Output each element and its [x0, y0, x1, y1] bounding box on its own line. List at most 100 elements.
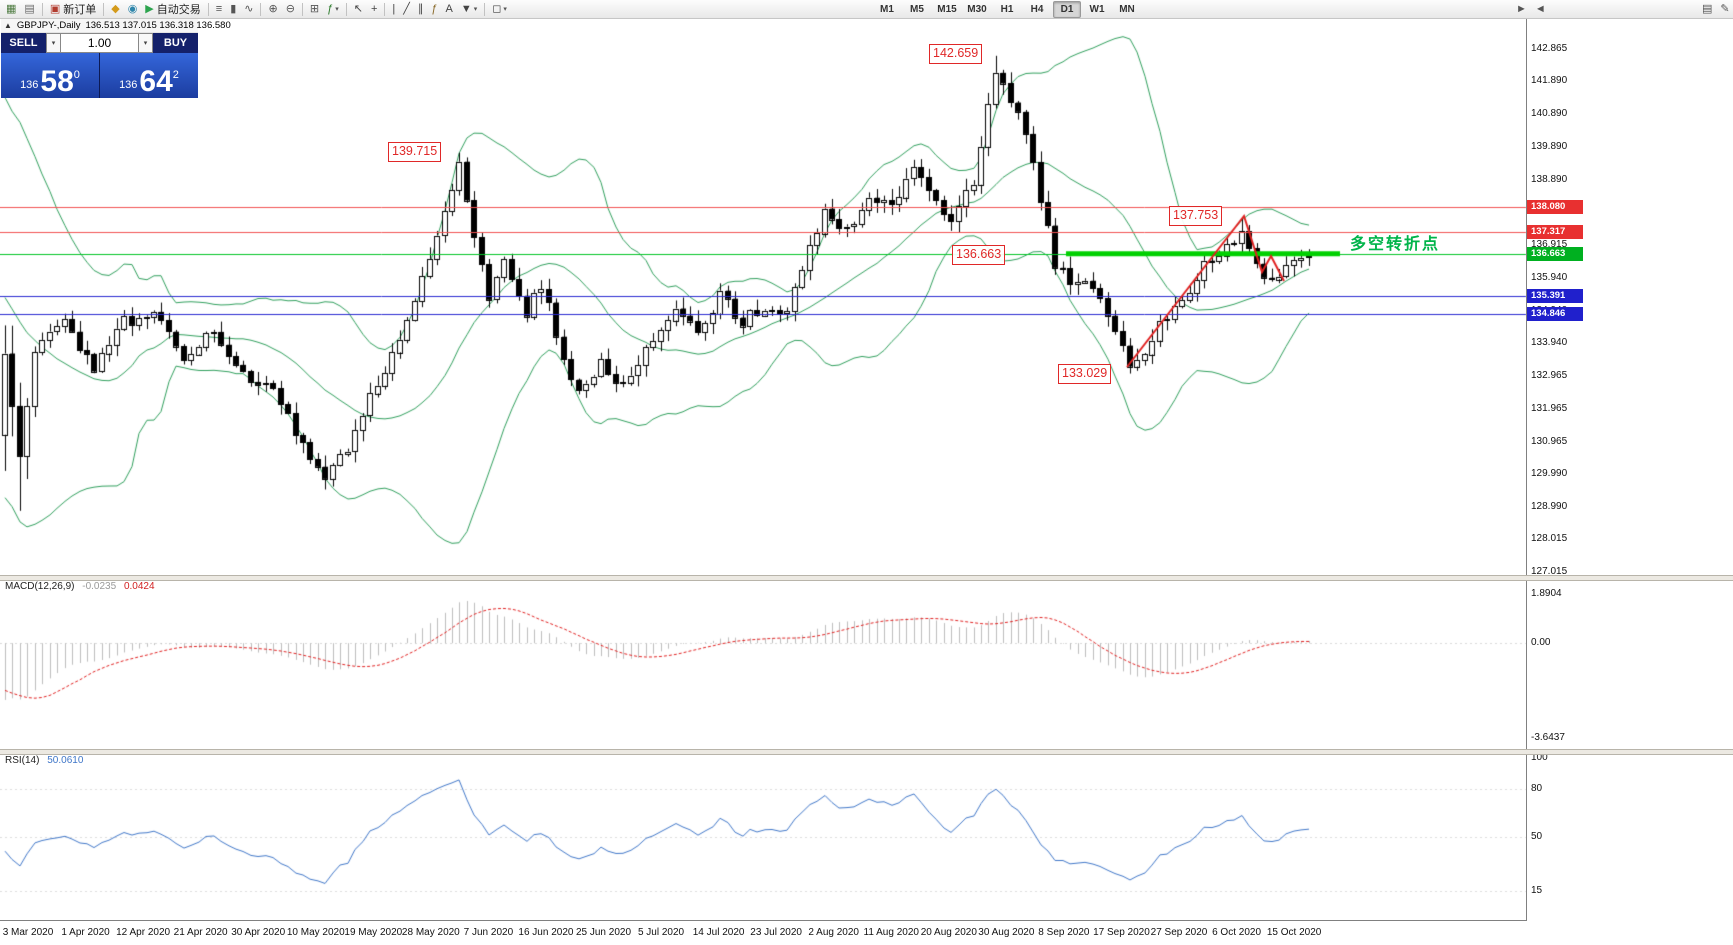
zoom-in-icon[interactable]: ⊕ — [265, 1, 280, 17]
macd-scale-label: -3.6437 — [1531, 732, 1565, 743]
timeframe-h4[interactable]: H4 — [1030, 4, 1044, 15]
timeframe-m1[interactable]: M1 — [880, 4, 894, 15]
timeframe-m5[interactable]: M5 — [910, 4, 924, 15]
date-axis-label: 16 Jun 2020 — [518, 927, 574, 938]
date-axis-label: 17 Sep 2020 — [1093, 927, 1150, 938]
volume-increment-button[interactable]: ▾ — [138, 33, 154, 53]
line-chart-icon[interactable]: ∿ — [241, 1, 256, 17]
fibonacci-icon[interactable]: ƒ — [428, 1, 440, 17]
date-axis-label: 3 Mar 2020 — [2, 927, 54, 938]
indicators-icon-glyph: ƒ — [327, 3, 334, 15]
arrows-icon-dropdown[interactable]: ▾ — [473, 6, 478, 13]
autotrading-button[interactable]: ▶ 自动交易 — [142, 1, 203, 17]
text-icon[interactable]: A — [443, 1, 456, 17]
bid-price[interactable]: 136 58 0 — [1, 53, 100, 98]
timeframe-mn[interactable]: MN — [1119, 4, 1135, 15]
tile-windows-icon[interactable]: ⊞ — [307, 1, 322, 17]
price-annotation: 137.753 — [1169, 206, 1223, 226]
autotrading-button-glyph: ▶ — [145, 3, 154, 15]
rsi-scale-label: 50 — [1531, 830, 1543, 842]
news-icon[interactable]: ▤ — [1699, 1, 1715, 17]
text-icon-glyph: A — [445, 3, 453, 15]
volume-input[interactable] — [61, 33, 138, 53]
macd-indicator-label: MACD(12,26,9) -0.0235 0.0424 — [5, 581, 155, 592]
profiles-icon[interactable]: ▤ — [21, 1, 37, 17]
macd-main-value: -0.0235 — [82, 581, 117, 592]
timeframe-h1[interactable]: H1 — [1000, 4, 1014, 15]
timeframe-m30[interactable]: M30 — [967, 4, 987, 15]
arrows-icon[interactable]: ▼ ▾ — [458, 1, 480, 17]
shapes-icon-glyph: ◻ — [492, 3, 502, 15]
toolbar-separator — [384, 2, 386, 16]
timeframe-toolbar: M1 M5 M15 M30 H1 H4 D1 W1 MN — [872, 1, 1142, 18]
collapse-caret-icon[interactable]: ▲ — [4, 21, 12, 30]
rsi-scale-label: 100 — [1531, 752, 1548, 763]
toolbar-separator — [301, 2, 303, 16]
price-axis-label: 141.890 — [1531, 75, 1568, 87]
date-axis-label: 7 Jun 2020 — [463, 927, 514, 938]
indicators-icon[interactable]: ƒ ▾ — [324, 1, 342, 17]
timeframe-m15[interactable]: M15 — [937, 4, 957, 15]
price-line-tag: 135.391 — [1527, 288, 1583, 303]
date-axis-label: 2 Aug 2020 — [808, 927, 859, 938]
new-order-button[interactable]: ▣ 新订单 — [47, 1, 99, 17]
price-axis-label: 140.890 — [1531, 108, 1568, 120]
shapes-icon[interactable]: ◻ ▾ — [489, 1, 510, 17]
news-icon-glyph: ▤ — [1702, 3, 1713, 15]
price-line-tag: 134.846 — [1527, 306, 1583, 321]
date-axis-label: 28 May 2020 — [401, 927, 460, 938]
toolbar: ▦ ▤ ▣ 新订单 ◆ ◉ ▶ 自动交易 ≡ ▮ ∿ ⊕ ⊖ ⊞ ƒ ▾ ↖ + | ╱ ∥ ƒ A ▼ ▾ ◻ ▾ M1 M5 M15… — [0, 0, 1733, 19]
price-axis-label: 128.990 — [1531, 500, 1568, 512]
toolbar-separator — [484, 2, 486, 16]
timeframe-d1[interactable]: D1 — [1053, 1, 1081, 18]
rsi-panel-splitter[interactable] — [0, 749, 1733, 755]
zoom-out-icon[interactable]: ⊖ — [283, 1, 298, 17]
date-axis-border — [0, 920, 1527, 921]
chart-shift-icon[interactable]: ◄ — [1532, 1, 1549, 17]
timeframe-w1[interactable]: W1 — [1089, 4, 1105, 15]
notes-icon-glyph: ✎ — [1720, 3, 1730, 15]
signals-icon-glyph: ◉ — [127, 3, 138, 15]
macd-panel-splitter[interactable] — [0, 575, 1733, 581]
auto-scroll-icon[interactable]: ► — [1513, 1, 1530, 17]
candlestick-chart-icon[interactable]: ▮ — [227, 1, 239, 17]
price-annotation: 142.659 — [929, 44, 983, 64]
new-chart-icon[interactable]: ▦ — [3, 1, 19, 17]
line-chart-icon-glyph: ∿ — [244, 3, 254, 15]
date-axis-label: 27 Sep 2020 — [1150, 927, 1208, 938]
date-axis-label: 11 Aug 2020 — [863, 927, 919, 938]
bar-chart-icon[interactable]: ≡ — [213, 1, 225, 17]
new-order-button-glyph: ▣ — [49, 3, 61, 15]
indicators-icon-dropdown[interactable]: ▾ — [335, 6, 339, 13]
bid-prefix: 136 — [20, 79, 39, 91]
price-axis-label: 138.890 — [1531, 174, 1568, 186]
trade-buttons-row: SELL ▾ ▾ BUY — [1, 33, 198, 53]
arrows-icon-glyph: ▼ — [460, 3, 472, 15]
macd-scale-label: 0.00 — [1531, 637, 1551, 649]
price-axis-label: 139.890 — [1531, 141, 1568, 153]
notes-icon[interactable]: ✎ — [1717, 1, 1732, 17]
date-axis-label: 12 Apr 2020 — [116, 927, 171, 938]
crosshair-icon[interactable]: + — [368, 1, 380, 17]
signals-icon[interactable]: ◉ — [125, 1, 141, 17]
channel-icon[interactable]: ∥ — [415, 1, 427, 17]
ask-point: 2 — [172, 69, 179, 81]
shapes-icon-dropdown[interactable]: ▾ — [503, 6, 507, 13]
vertical-line-icon[interactable]: | — [389, 1, 398, 17]
market-icon[interactable]: ◆ — [108, 1, 122, 17]
cursor-icon[interactable]: ↖ — [351, 1, 366, 17]
profiles-icon-glyph: ▤ — [24, 3, 35, 15]
chart-ohlc-values: 136.513 137.015 136.318 136.580 — [85, 20, 231, 31]
ask-price[interactable]: 136 64 2 — [100, 53, 198, 98]
price-chart-canvas[interactable] — [0, 19, 1527, 921]
volume-decrement-button[interactable]: ▾ — [45, 33, 61, 53]
zoom-in-icon-glyph: ⊕ — [268, 3, 278, 15]
turning-point-annotation: 多空转折点 — [1350, 236, 1441, 253]
trendline-icon[interactable]: ╱ — [400, 1, 413, 17]
buy-button[interactable]: BUY — [153, 33, 198, 53]
price-axis-label: 142.865 — [1531, 43, 1568, 54]
price-scale-border[interactable] — [1526, 19, 1527, 920]
sell-button[interactable]: SELL — [1, 33, 46, 53]
ask-pips: 64 — [139, 65, 173, 98]
